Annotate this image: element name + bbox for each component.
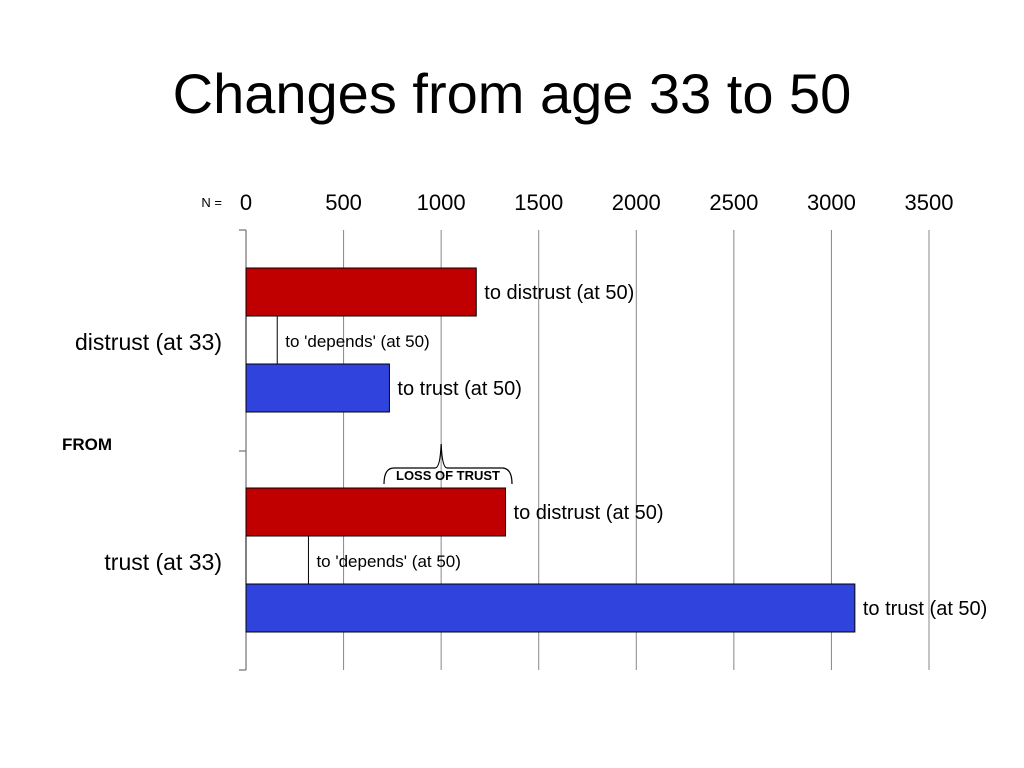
from-label: FROM (62, 435, 112, 454)
bars: to distrust (at 50) to 'depends' (at 50) t… (245, 267, 988, 633)
category-label-0: distrust (at 33) (75, 329, 222, 355)
bar-label-0-2: to trust (at 50) (397, 378, 522, 400)
bar-label-0-0: to distrust (at 50) (484, 282, 634, 304)
bar-1-1 (245, 535, 309, 585)
annotation-brace (383, 443, 513, 485)
x-tick-label-3500: 3500 (905, 190, 954, 215)
x-tick-label-2000: 2000 (612, 190, 661, 215)
x-tick-label-1000: 1000 (417, 190, 466, 215)
bar-0-2 (245, 363, 390, 413)
x-tick-label-1500: 1500 (514, 190, 563, 215)
x-tick-label-3000: 3000 (807, 190, 856, 215)
bar-1-2 (245, 583, 856, 633)
annotation-label: LOSS OF TRUST (396, 468, 500, 483)
bar-0-1 (245, 315, 278, 365)
bar-0-0 (245, 267, 477, 317)
slide-title: Changes from age 33 to 50 (172, 62, 852, 125)
bar-label-1-1: to 'depends' (at 50) (316, 552, 460, 571)
loss-of-trust-annotation: LOSS OF TRUST (383, 443, 513, 485)
x-tick-label-500: 500 (325, 190, 362, 215)
bar-label-1-2: to trust (at 50) (863, 598, 988, 620)
bar-1-0 (245, 487, 507, 537)
x-tick-label-0: 0 (240, 190, 252, 215)
x-axis-ticks: 0 500 1000 1500 2000 2500 3000 3500 (240, 190, 954, 215)
bar-label-0-1: to 'depends' (at 50) (285, 332, 429, 351)
axis-prefix-label: N = (201, 195, 222, 210)
category-labels: distrust (at 33) trust (at 33) (75, 329, 222, 575)
category-label-1: trust (at 33) (104, 549, 222, 575)
bar-label-1-0: to distrust (at 50) (514, 502, 664, 524)
x-tick-label-2500: 2500 (709, 190, 758, 215)
